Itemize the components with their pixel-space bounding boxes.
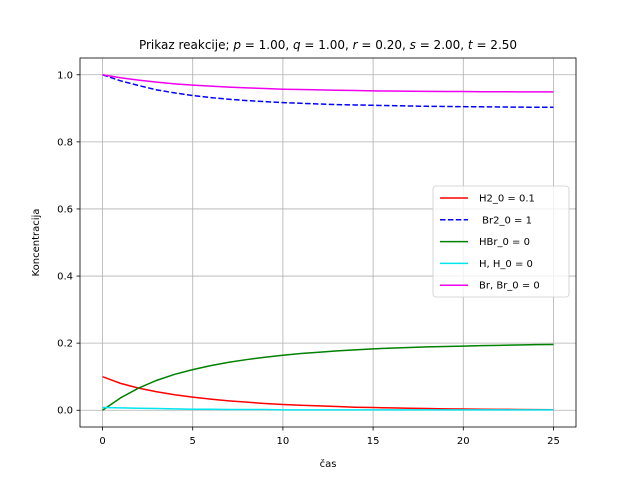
chart-title: Prikaz reakcije; p = 1.00, q = 1.00, r =… (139, 38, 517, 52)
title-text-segment: = 1.00, (301, 38, 353, 52)
y-tick-label: 0.0 (57, 406, 73, 417)
x-tick-label: 25 (547, 436, 560, 447)
legend-label: H, H_0 = 0 (479, 259, 533, 270)
x-tick-label: 20 (457, 436, 470, 447)
y-tick-label: 0.4 (57, 272, 73, 283)
legend: H2_0 = 0.1 Br2_0 = 1 HBr_0 = 0 H, H_0 = 0 B… (432, 185, 570, 298)
series-line-hbr_0 (102, 343, 554, 411)
x-tick-label: 0 (99, 436, 105, 447)
title-text-segment: Prikaz reakcije; (139, 38, 233, 52)
title-param-name: p (232, 38, 241, 52)
y-axis-label: Koncentracija (31, 209, 42, 277)
legend-frame (432, 185, 570, 298)
series-line-h (102, 406, 554, 411)
series-line-br (102, 74, 554, 93)
legend-label: Br2_0 = 1 (479, 215, 532, 226)
legend-label: Br, Br_0 = 0 (479, 281, 540, 292)
x-axis-ticks: 0 5 10 15 20 25 (99, 427, 560, 447)
title-text-segment: = 2.00, (416, 38, 468, 52)
x-tick-label: 10 (277, 436, 290, 447)
title-text-segment: = 1.00, (241, 38, 293, 52)
title-param-name: t (468, 38, 474, 52)
title-param-name: q (293, 38, 301, 52)
legend-label: H2_0 = 0.1 (479, 194, 535, 205)
y-tick-label: 1.0 (57, 70, 73, 81)
x-tick-label: 5 (190, 436, 196, 447)
series-lines (102, 74, 554, 411)
y-tick-label: 0.6 (57, 204, 73, 215)
legend-label: HBr_0 = 0 (479, 237, 530, 248)
y-tick-label: 0.8 (57, 137, 73, 148)
x-axis-label: čas (320, 458, 337, 470)
title-text-segment: = 2.50 (473, 38, 517, 52)
title-text-segment: = 0.20, (358, 38, 410, 52)
plot-frame (79, 57, 577, 428)
title-param-name: r (353, 38, 359, 52)
legend-items: H2_0 = 0.1 Br2_0 = 1 HBr_0 = 0 H, H_0 = 0 B… (440, 194, 540, 292)
y-tick-label: 0.2 (57, 339, 73, 350)
y-axis-ticks: 0.0 0.2 0.4 0.6 0.8 1.0 (57, 70, 80, 417)
title-param-name: s (410, 38, 416, 52)
x-tick-label: 15 (367, 436, 380, 447)
